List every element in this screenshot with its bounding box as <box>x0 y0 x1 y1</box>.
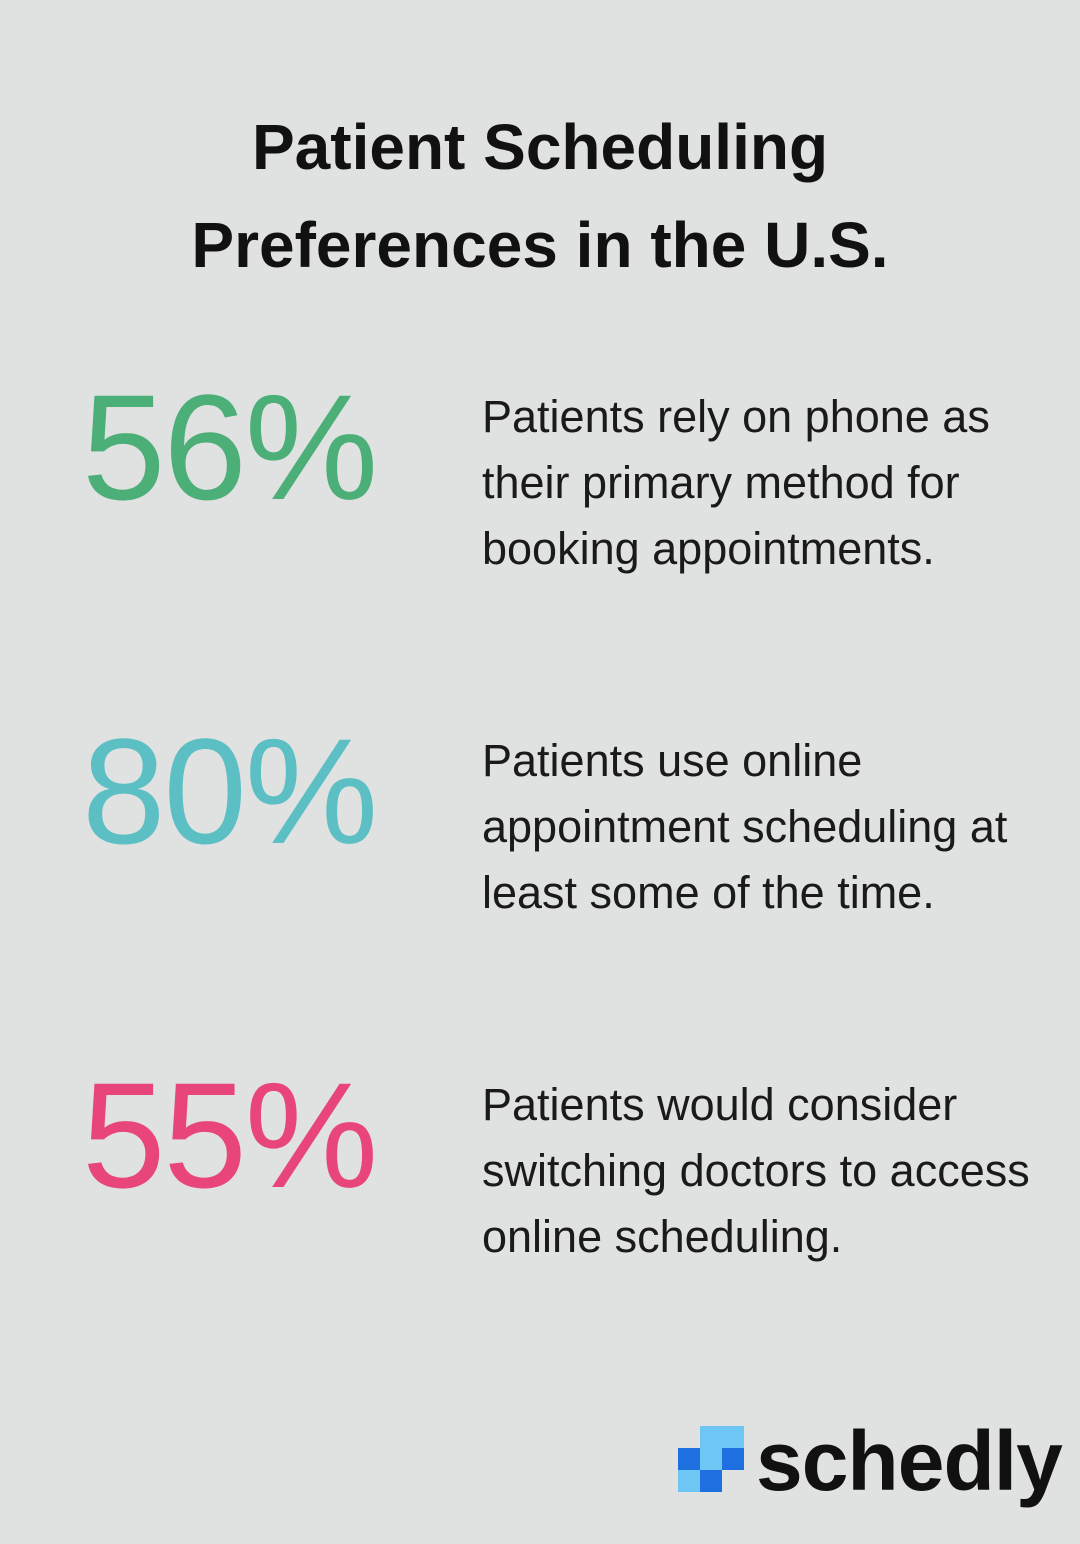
title: Patient Scheduling Preferences in the U.… <box>191 111 889 281</box>
logo: schedly <box>678 1416 1063 1512</box>
stat-row: 56% Patients rely on phone as their prima… <box>0 372 1080 672</box>
stat-value: 80% <box>82 707 378 875</box>
stat-value: 55% <box>82 1051 378 1219</box>
stat-value: 56% <box>82 363 378 531</box>
stat-row: 80% Patients use online appointment sched… <box>0 716 1080 1016</box>
logo-icon <box>678 1426 744 1492</box>
stat-text: Patients would consider switching doctor… <box>482 1079 1030 1262</box>
stat-text: Patients rely on phone as their primary … <box>482 391 990 574</box>
stat-text: Patients use online appointment scheduli… <box>482 735 1008 918</box>
logo-text: schedly <box>756 1414 1063 1508</box>
stat-row: 55% Patients would consider switching doc… <box>0 1060 1080 1360</box>
